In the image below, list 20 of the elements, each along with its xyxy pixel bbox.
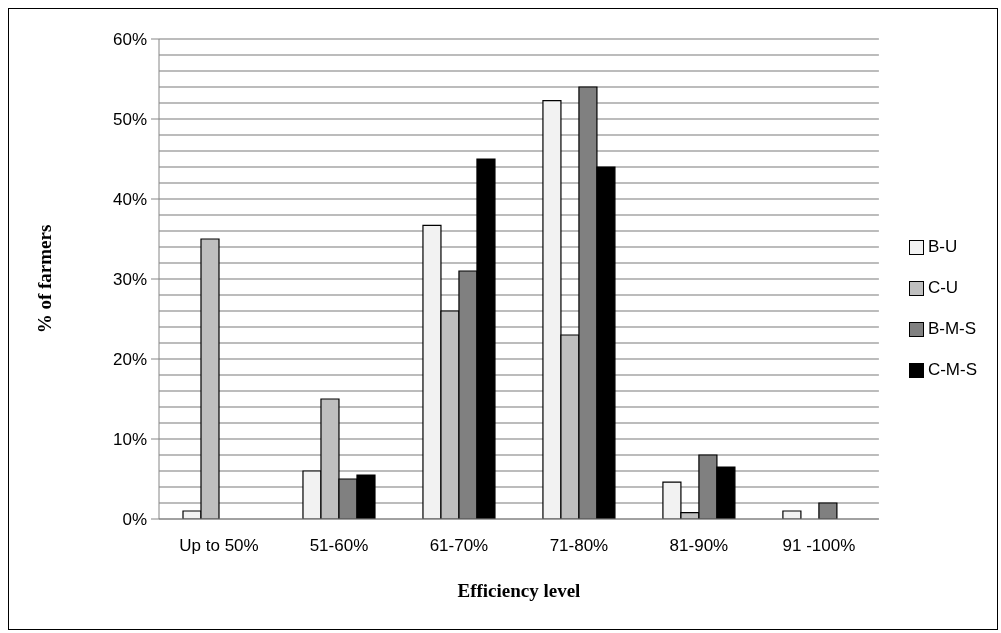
y-tick-label: 20% [112, 349, 147, 369]
x-axis-title: Efficiency level [457, 580, 581, 601]
y-tick-label: 0% [122, 509, 147, 529]
legend-label: C-U [927, 278, 959, 298]
legend-label: B-M-S [927, 319, 977, 339]
x-tick-label: 91 -100% [782, 536, 856, 556]
legend-label: C-M-S [927, 360, 977, 380]
y-tick-label: 50% [112, 109, 147, 129]
y-tick-label: 60% [112, 29, 147, 49]
x-tick-label: Up to 50% [179, 536, 259, 556]
legend-label: B-U [927, 237, 958, 257]
y-tick-label: 10% [112, 429, 147, 449]
x-tick-label: 71-80% [549, 536, 609, 556]
x-tick-label: 61-70% [429, 536, 489, 556]
y-tick-label: 40% [112, 189, 147, 209]
y-tick-label: 30% [112, 269, 147, 289]
y-axis-title: % of farmers [33, 224, 55, 334]
x-tick-label: 51-60% [309, 536, 369, 556]
bar [782, 510, 802, 519]
x-tick-label: 81-90% [669, 536, 729, 556]
